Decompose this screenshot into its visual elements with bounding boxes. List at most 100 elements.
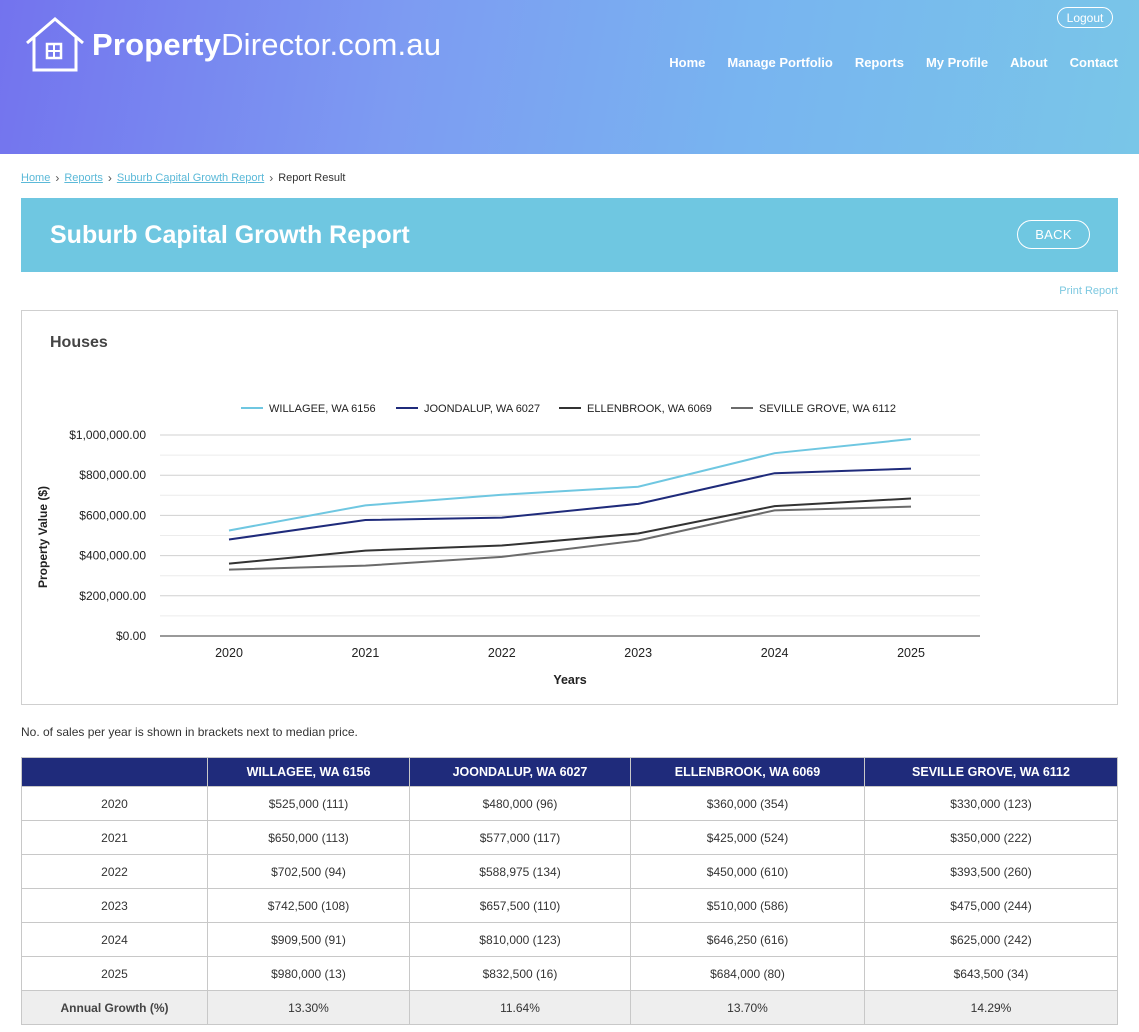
breadcrumb-report[interactable]: Suburb Capital Growth Report: [116, 172, 265, 184]
table-header-cell: SEVILLE GROVE, WA 6112: [864, 757, 1118, 787]
table-cell: Annual Growth (%): [21, 990, 208, 1025]
table-cell: $646,250 (616): [630, 922, 865, 957]
site-logo[interactable]: PropertyDirector.com.au: [24, 16, 441, 72]
table-row: 2021 $650,000 (113) $577,000 (117) $425,000…: [21, 820, 1118, 855]
breadcrumb: Home › Reports › Suburb Capital Growth R…: [21, 171, 346, 185]
x-tick-label: 2021: [351, 646, 379, 660]
table-cell: 2023: [21, 888, 208, 923]
logo-text-rest: Director.com.au: [221, 26, 442, 62]
house-icon: [26, 17, 84, 72]
table-cell: $657,500 (110): [409, 888, 631, 923]
table-cell: $480,000 (96): [409, 786, 631, 821]
x-tick-label: 2020: [215, 646, 243, 660]
x-tick-label: 2025: [897, 646, 925, 660]
chart-panel: Houses $0.00 $200,000.00 $400,000.00 $600,0…: [21, 310, 1118, 705]
logout-button[interactable]: Logout: [1057, 7, 1113, 28]
table-cell: $832,500 (16): [409, 956, 631, 991]
logo-text: PropertyDirector.com.au: [92, 29, 441, 60]
nav-about[interactable]: About: [1010, 55, 1048, 70]
table-cell: $510,000 (586): [630, 888, 865, 923]
table-cell: 2021: [21, 820, 208, 855]
table-cell: 2020: [21, 786, 208, 821]
table-cell: 2025: [21, 956, 208, 991]
table-cell: 13.30%: [207, 990, 410, 1025]
table-header-cell: [21, 757, 208, 787]
y-axis-title: Property Value ($): [36, 486, 50, 588]
table-header-cell: WILLAGEE, WA 6156: [207, 757, 410, 787]
breadcrumb-reports[interactable]: Reports: [64, 172, 103, 184]
growth-table: WILLAGEE, WA 6156 JOONDALUP, WA 6027 ELL…: [21, 757, 1118, 1025]
table-cell: $702,500 (94): [207, 854, 410, 889]
table-cell: $909,500 (91): [207, 922, 410, 957]
chevron-right-icon: ›: [55, 171, 60, 185]
table-cell: $980,000 (13): [207, 956, 410, 991]
chart-title: Houses: [50, 334, 108, 351]
y-tick-label: $1,000,000.00: [69, 428, 146, 442]
table-row: 2025 $980,000 (13) $832,500 (16) $684,000 (…: [21, 956, 1118, 991]
chevron-right-icon: ›: [269, 171, 274, 185]
site-header: PropertyDirector.com.au Logout Home Mana…: [0, 0, 1139, 154]
sales-note: No. of sales per year is shown in bracke…: [21, 725, 358, 739]
table-cell: $450,000 (610): [630, 854, 865, 889]
table-cell: 2024: [21, 922, 208, 957]
legend-label: ELLENBROOK, WA 6069: [587, 403, 712, 415]
table-header-cell: JOONDALUP, WA 6027: [409, 757, 631, 787]
table-cell: 14.29%: [864, 990, 1118, 1025]
nav-manage-portfolio[interactable]: Manage Portfolio: [727, 55, 833, 70]
table-row: 2022 $702,500 (94) $588,975 (134) $450,000 …: [21, 854, 1118, 889]
y-tick-label: $800,000.00: [79, 468, 146, 482]
y-tick-label: $400,000.00: [79, 549, 146, 563]
page-title: Suburb Capital Growth Report: [50, 221, 410, 249]
y-tick-label: $0.00: [116, 629, 146, 643]
print-report-link[interactable]: Print Report: [1059, 285, 1118, 297]
table-row: 2023 $742,500 (108) $657,500 (110) $510,000…: [21, 888, 1118, 923]
table-cell: $684,000 (80): [630, 956, 865, 991]
table-cell: $742,500 (108): [207, 888, 410, 923]
y-tick-label: $200,000.00: [79, 589, 146, 603]
table-cell: $330,000 (123): [864, 786, 1118, 821]
chevron-right-icon: ›: [107, 171, 112, 185]
growth-row: Annual Growth (%) 13.30% 11.64% 13.70% 14.29…: [21, 990, 1118, 1025]
table-cell: 11.64%: [409, 990, 631, 1025]
title-banner: Suburb Capital Growth Report BACK: [21, 198, 1118, 272]
breadcrumb-current: Report Result: [278, 172, 346, 184]
table-cell: $475,000 (244): [864, 888, 1118, 923]
x-tick-label: 2024: [761, 646, 789, 660]
table-cell: 2022: [21, 854, 208, 889]
table-cell: $810,000 (123): [409, 922, 631, 957]
back-button[interactable]: BACK: [1017, 220, 1090, 249]
table-cell: $643,500 (34): [864, 956, 1118, 991]
logo-text-bold: Property: [92, 26, 222, 62]
series-line: [228, 497, 912, 565]
table-header-cell: ELLENBROOK, WA 6069: [630, 757, 865, 787]
table-cell: $350,000 (222): [864, 820, 1118, 855]
breadcrumb-home[interactable]: Home: [21, 172, 51, 184]
legend-label: SEVILLE GROVE, WA 6112: [759, 403, 896, 415]
legend-label: JOONDALUP, WA 6027: [424, 403, 540, 415]
x-tick-label: 2022: [488, 646, 516, 660]
series-line: [228, 505, 912, 571]
table-cell: $625,000 (242): [864, 922, 1118, 957]
series-line: [228, 438, 912, 532]
nav-my-profile[interactable]: My Profile: [925, 55, 989, 70]
table-cell: $525,000 (111): [207, 786, 410, 821]
x-axis-title: Years: [553, 673, 586, 687]
legend-label: WILLAGEE, WA 6156: [269, 403, 376, 415]
table-cell: 13.70%: [630, 990, 865, 1025]
nav-reports[interactable]: Reports: [854, 55, 904, 70]
table-row: 2020 $525,000 (111) $480,000 (96) $360,000 …: [21, 786, 1118, 821]
table-cell: $577,000 (117): [409, 820, 631, 855]
table-cell: $588,975 (134): [409, 854, 631, 889]
line-chart: $0.00 $200,000.00 $400,000.00 $600,000.00 $8…: [36, 403, 980, 687]
y-tick-label: $600,000.00: [79, 508, 146, 522]
table-header-row: WILLAGEE, WA 6156 JOONDALUP, WA 6027 ELL…: [21, 757, 1118, 787]
series-line: [228, 467, 912, 541]
table-cell: $650,000 (113): [207, 820, 410, 855]
table-cell: $360,000 (354): [630, 786, 865, 821]
nav-contact[interactable]: Contact: [1069, 55, 1118, 70]
table-cell: $393,500 (260): [864, 854, 1118, 889]
nav-home[interactable]: Home: [669, 55, 706, 70]
main-nav: Home Manage Portfolio Reports My Profile…: [647, 55, 1118, 70]
table-row: 2024 $909,500 (91) $810,000 (123) $646,250 …: [21, 922, 1118, 957]
table-cell: $425,000 (524): [630, 820, 865, 855]
